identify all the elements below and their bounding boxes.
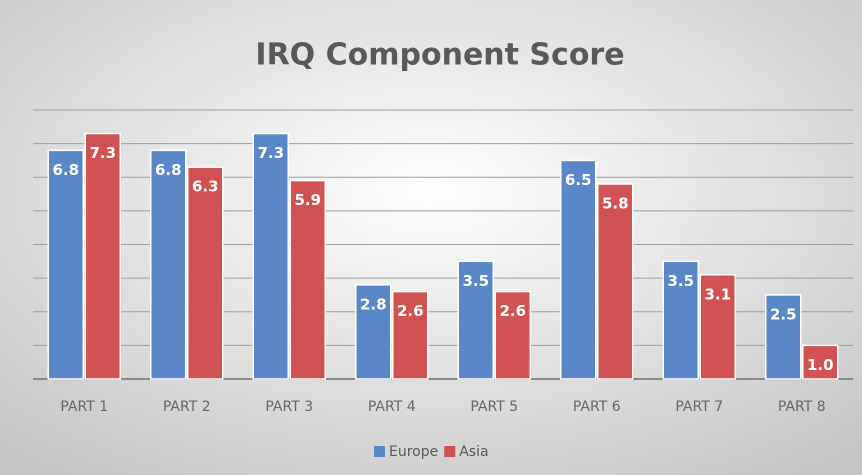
data-label: 3.5 xyxy=(667,272,694,290)
x-tick-label: PART 8 xyxy=(778,399,826,415)
bar xyxy=(494,290,531,380)
data-label: 2.6 xyxy=(499,302,526,320)
data-label: 7.3 xyxy=(257,144,284,162)
data-label: 3.1 xyxy=(704,285,731,303)
bar xyxy=(252,132,289,380)
data-label: 5.9 xyxy=(294,191,321,209)
x-tick-label: PART 5 xyxy=(470,399,518,415)
data-label: 6.8 xyxy=(52,161,79,179)
bar xyxy=(355,284,392,380)
bar xyxy=(597,183,634,380)
bar xyxy=(187,166,224,380)
data-label: 6.5 xyxy=(565,171,592,189)
legend-label: Europe xyxy=(389,444,438,460)
legend-swatch xyxy=(444,446,456,457)
bar xyxy=(84,132,121,380)
data-label: 2.5 xyxy=(770,305,797,323)
bar xyxy=(47,149,84,380)
chart-title: IRQ Component Score xyxy=(255,38,624,73)
bar xyxy=(699,274,736,380)
x-tick-label: PART 6 xyxy=(573,399,621,415)
bar xyxy=(802,344,839,380)
x-tick-label: PART 3 xyxy=(265,399,313,415)
data-label: 6.8 xyxy=(155,161,182,179)
data-label: 7.3 xyxy=(89,144,116,162)
data-label: 6.3 xyxy=(192,178,219,196)
data-label: 2.8 xyxy=(360,295,387,313)
bar xyxy=(150,149,187,380)
data-label: 2.6 xyxy=(397,302,424,320)
bar xyxy=(457,260,494,380)
bar xyxy=(392,290,429,380)
x-tick-label: PART 1 xyxy=(60,399,108,415)
x-tick-label: PART 2 xyxy=(163,399,211,415)
bar xyxy=(662,260,699,380)
bar xyxy=(560,159,597,380)
data-label: 3.5 xyxy=(462,272,489,290)
x-tick-label: PART 7 xyxy=(675,399,723,415)
bar xyxy=(765,294,802,380)
legend-label: Asia xyxy=(459,444,488,460)
x-tick-label: PART 4 xyxy=(368,399,416,415)
data-label: 5.8 xyxy=(602,194,629,212)
data-label: 1.0 xyxy=(807,356,834,374)
legend-swatch xyxy=(374,446,385,457)
bar xyxy=(289,179,326,380)
